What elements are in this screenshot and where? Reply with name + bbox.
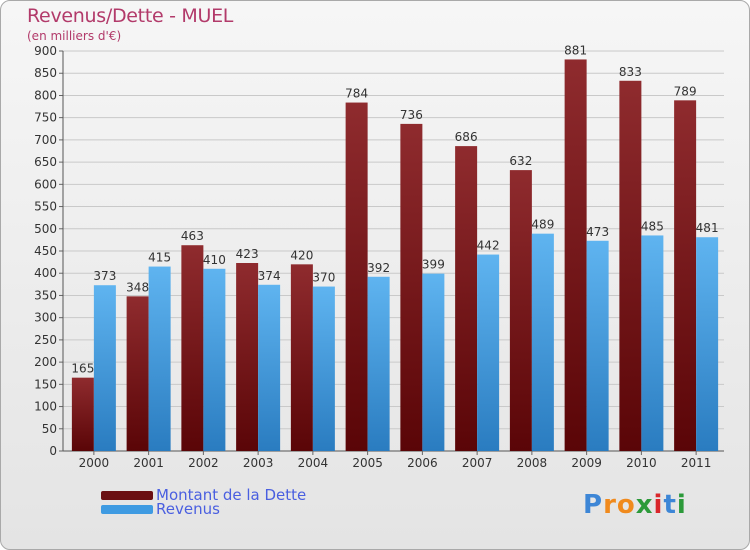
y-tick-label: 900	[34, 44, 57, 58]
bar-revenus	[696, 237, 719, 451]
y-tick-label: 0	[49, 444, 57, 458]
logo-letter: i	[676, 490, 687, 520]
y-tick-label: 150	[34, 377, 57, 391]
grid-lines	[63, 50, 724, 452]
data-label-dette: 423	[236, 247, 259, 261]
y-tick-label: 350	[34, 288, 57, 302]
data-label-revenus: 473	[586, 225, 609, 239]
y-tick-label: 850	[34, 66, 57, 80]
bar-revenus	[477, 254, 500, 451]
data-label-dette: 784	[345, 87, 368, 101]
x-tick-label: 2003	[243, 456, 274, 470]
data-label-revenus: 399	[422, 258, 445, 272]
data-label-revenus: 481	[696, 221, 719, 235]
data-label-dette: 736	[400, 108, 423, 122]
data-label-revenus: 373	[93, 269, 116, 283]
data-label-dette: 789	[674, 84, 697, 98]
y-tick-label: 500	[34, 222, 57, 236]
bar-revenus	[422, 273, 445, 451]
data-label-revenus: 370	[312, 271, 335, 285]
data-label-revenus: 392	[367, 261, 390, 275]
y-tick-label: 550	[34, 200, 57, 214]
data-label-dette: 632	[509, 154, 532, 168]
data-label-dette: 881	[564, 43, 587, 57]
bar-revenus	[641, 235, 664, 451]
data-label-revenus: 489	[531, 218, 554, 232]
y-tick-label: 450	[34, 244, 57, 258]
y-tick-label: 650	[34, 155, 57, 169]
bar-dette	[509, 170, 532, 451]
data-label-dette: 165	[71, 362, 94, 376]
bar-dette	[345, 102, 368, 452]
legend-label-revenus: Revenus	[156, 500, 220, 518]
bar-dette	[400, 123, 423, 451]
bar-dette	[126, 296, 149, 451]
data-label-revenus: 374	[258, 269, 281, 283]
bar-revenus	[258, 284, 281, 451]
y-tick-label: 250	[34, 333, 57, 347]
bar-revenus	[367, 276, 390, 451]
bar-dette	[619, 80, 642, 452]
bar-dette	[564, 59, 587, 451]
proxiti-logo: Proxiti	[583, 490, 687, 520]
axes: 0 50 100 150 200 250 300 350 400 450 500 550 600 650 7…	[34, 44, 724, 470]
logo-letter: r	[603, 490, 617, 520]
bar-dette	[181, 245, 204, 451]
x-tick-label: 2011	[681, 456, 712, 470]
logo-letter: i	[653, 490, 664, 520]
x-tick-label: 2002	[188, 456, 219, 470]
bar-labels: 165 373 348 415 463 410 423 374 420 370 784 392 736 3…	[71, 43, 718, 375]
legend-label-dette: Montant de la Dette	[156, 486, 307, 504]
chart-title: Revenus/Dette - MUEL	[27, 5, 234, 27]
data-label-dette: 420	[290, 248, 313, 262]
data-label-revenus: 415	[148, 251, 171, 265]
y-tick-label: 400	[34, 266, 57, 280]
data-label-dette: 348	[126, 280, 149, 294]
y-tick-label: 750	[34, 111, 57, 125]
data-label-dette: 686	[455, 130, 478, 144]
bar-revenus	[531, 233, 554, 451]
x-tick-label: 2008	[517, 456, 548, 470]
bar-dette	[290, 264, 313, 451]
y-tick-label: 300	[34, 311, 57, 325]
data-label-revenus: 485	[641, 219, 664, 233]
data-label-dette: 833	[619, 65, 642, 79]
logo-letter: t	[663, 490, 677, 520]
bar-revenus	[586, 240, 609, 451]
legend-swatch-revenus	[101, 505, 153, 514]
x-tick-label: 2007	[462, 456, 493, 470]
logo-letter: P	[583, 490, 604, 520]
y-tick-label: 700	[34, 133, 57, 147]
x-tick-label: 2004	[298, 456, 329, 470]
logo-letter: x	[635, 490, 654, 520]
legend-swatch-dette	[101, 491, 153, 500]
bar-revenus	[312, 286, 335, 451]
bar-dette	[71, 377, 94, 451]
x-tick-label: 2005	[352, 456, 383, 470]
bar-revenus	[148, 266, 171, 451]
x-tick-label: 2006	[407, 456, 438, 470]
y-tick-label: 600	[34, 177, 57, 191]
bar-dette	[674, 100, 697, 451]
y-tick-label: 800	[34, 88, 57, 102]
y-tick-label: 100	[34, 400, 57, 414]
bar-dette	[236, 263, 259, 451]
bars	[71, 59, 719, 452]
bar-dette	[455, 146, 478, 451]
x-tick-label: 2001	[133, 456, 164, 470]
bar-revenus	[93, 285, 116, 451]
chart-subtitle: (en milliers d'€)	[27, 29, 122, 43]
x-tick-label: 2010	[626, 456, 657, 470]
y-tick-label: 200	[34, 355, 57, 369]
data-label-revenus: 410	[203, 253, 226, 267]
y-tick-label: 50	[42, 422, 57, 436]
x-tick-label: 2000	[79, 456, 110, 470]
x-tick-label: 2009	[571, 456, 602, 470]
logo-letter: o	[616, 490, 636, 520]
bar-revenus	[203, 268, 226, 451]
data-label-revenus: 442	[477, 239, 500, 253]
data-label-dette: 463	[181, 229, 204, 243]
